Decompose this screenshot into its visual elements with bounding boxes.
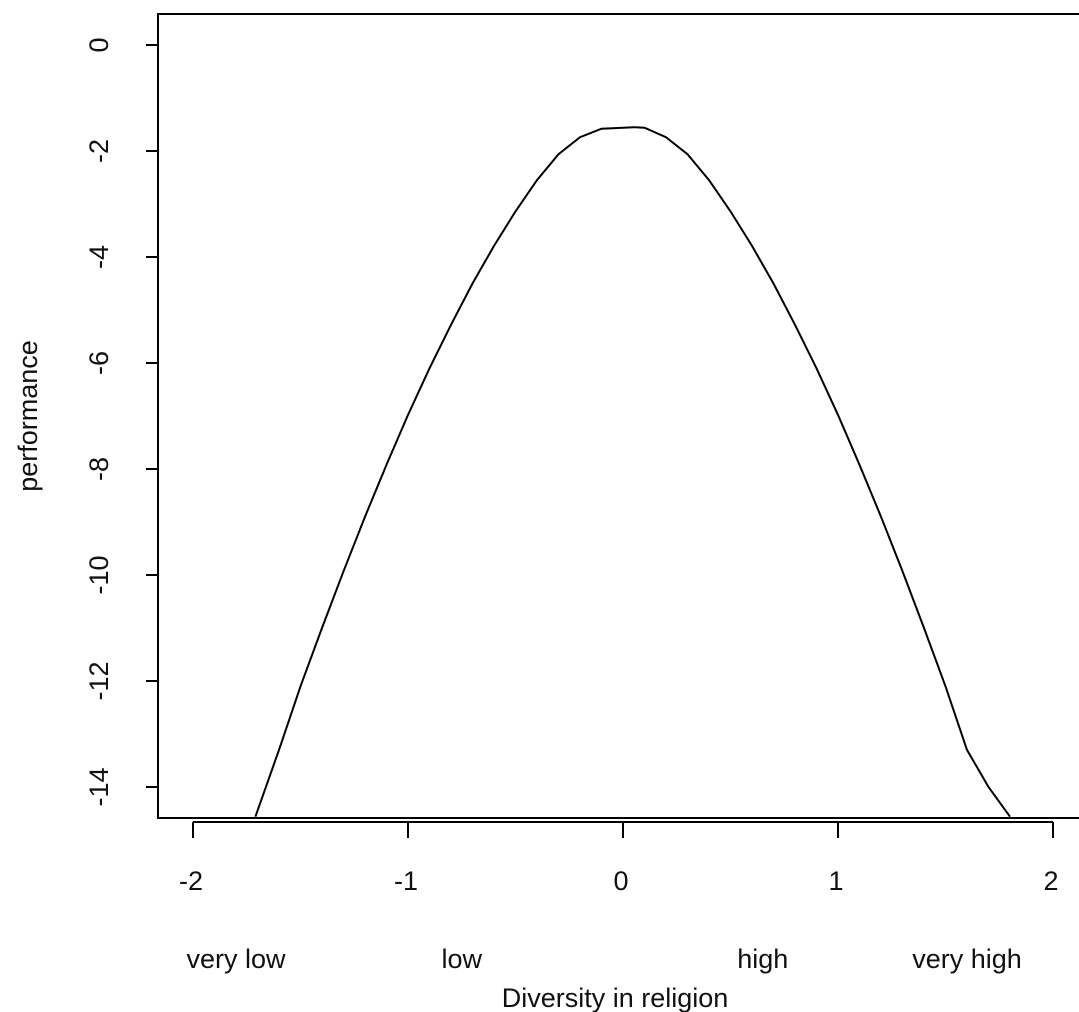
y-tick-label: -12	[84, 661, 114, 700]
y-axis-title: performance	[13, 340, 43, 492]
x-axis-title: Diversity in religion	[502, 983, 729, 1012]
series-line	[254, 126, 1011, 818]
plot-frame	[157, 13, 1079, 819]
y-tick-label: -4	[84, 245, 114, 269]
x-tick-label: 1	[828, 866, 843, 896]
y-tick-label: -10	[84, 555, 114, 594]
category-annotations: very low low high very high	[186, 944, 1021, 974]
x-tick-label: -2	[179, 866, 203, 896]
category-annotation: very low	[186, 944, 286, 974]
y-tick-label: 0	[84, 37, 114, 52]
category-annotation: very high	[912, 944, 1022, 974]
y-tick-label: -8	[84, 457, 114, 481]
x-tick-label: 2	[1043, 866, 1058, 896]
y-tick-label: -6	[84, 351, 114, 375]
x-tick-label: 0	[613, 866, 628, 896]
y-tick-label: -2	[84, 139, 114, 163]
category-annotation: high	[737, 944, 788, 974]
x-axis: -2 -1 0 1 2	[179, 821, 1059, 896]
y-tick-label: -14	[84, 767, 114, 806]
y-axis: 0 -2 -4 -6 -8 -10 -12 -14	[84, 37, 158, 807]
x-tick-label: -1	[394, 866, 418, 896]
category-annotation: low	[441, 944, 482, 974]
